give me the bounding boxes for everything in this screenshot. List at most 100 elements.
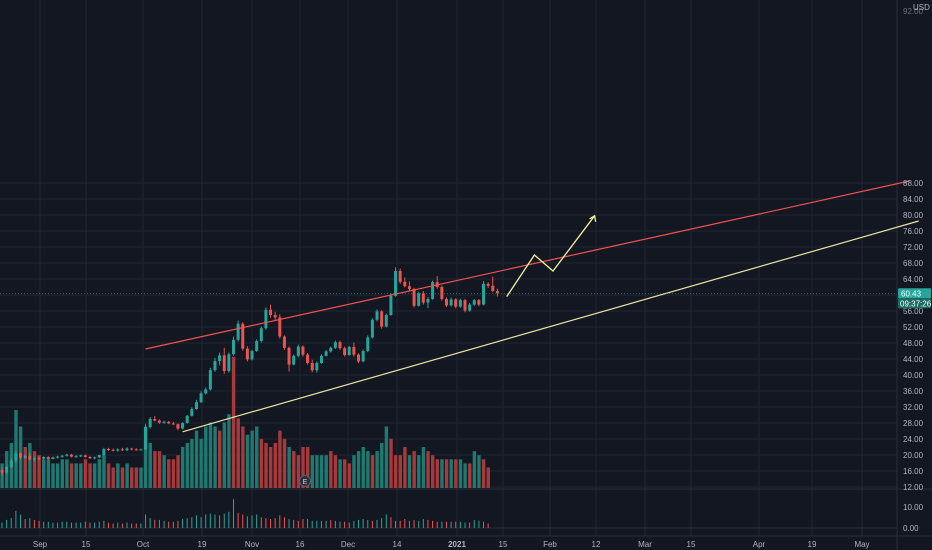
candle-body (273, 315, 277, 318)
volume-bar (412, 451, 416, 488)
price-tick-label: 32.00 (903, 403, 924, 412)
volume-bar (440, 459, 444, 488)
candle-body (88, 457, 92, 459)
price-tick-label: 88.00 (903, 179, 924, 188)
price-tick-label: 12.00 (903, 483, 924, 492)
candle-body (37, 458, 41, 460)
volume-bar (231, 356, 236, 488)
lower-trendline[interactable] (182, 220, 919, 433)
candle-body (296, 346, 300, 356)
volume-bar (55, 463, 60, 488)
volume-bar (356, 451, 361, 488)
candle-body (468, 304, 472, 311)
time-tick-label: 15 (687, 540, 696, 549)
volume-bar (347, 463, 352, 488)
volume-bar (190, 438, 194, 488)
candle-body (255, 341, 259, 351)
candle-body (97, 455, 101, 458)
volume-bar (273, 442, 277, 488)
time-tick-label: 15 (499, 540, 508, 549)
volume-bar (194, 430, 199, 488)
volume-bar (403, 447, 407, 488)
candle-body (65, 454, 69, 456)
time-tick-label: 12 (592, 540, 601, 549)
volume-bar (329, 451, 333, 488)
candle-body (370, 319, 374, 338)
volume-bar (245, 434, 250, 488)
candle-body (449, 299, 453, 306)
volume-tick-label: 10.00 (903, 503, 924, 512)
projection-path[interactable] (506, 215, 596, 297)
candle-body (301, 346, 305, 355)
price-tick-label: 56.00 (903, 307, 924, 316)
time-tick-label: 2021 (448, 540, 466, 549)
candle-body (176, 424, 180, 429)
volume-bar (46, 459, 51, 488)
candle-body (361, 351, 365, 362)
volume-bar (83, 459, 88, 488)
volume-bar (315, 455, 319, 488)
candle-body (347, 347, 351, 355)
candle-body (398, 271, 402, 282)
candle-body (32, 458, 36, 460)
volume-bar (310, 455, 315, 488)
volume-bar (236, 418, 240, 488)
volume-bar (32, 451, 37, 488)
candle-body (106, 449, 110, 450)
volume-bar (384, 426, 389, 488)
volume-bar (180, 447, 185, 488)
candle-body (403, 281, 407, 287)
volume-bar (324, 455, 328, 488)
volume-bar (398, 455, 402, 488)
candle-body (444, 299, 448, 306)
trend-drawings[interactable] (0, 180, 919, 433)
volume-bar (116, 463, 120, 488)
candle-body (232, 339, 235, 355)
candle-body (42, 457, 46, 459)
time-tick-label: 16 (296, 540, 305, 549)
volume-bar (139, 467, 143, 488)
volume-bar (255, 426, 259, 488)
candle-body (426, 299, 430, 303)
candle-body (264, 309, 268, 329)
candle-body (28, 455, 32, 460)
candle-body (458, 300, 462, 307)
candle-body (218, 355, 222, 361)
volume-bar (477, 455, 481, 488)
time-tick-label: Nov (245, 540, 259, 549)
volume-bar (472, 451, 477, 488)
volume-bar (120, 467, 125, 488)
candle-body (23, 455, 27, 458)
volume-bar (153, 451, 157, 488)
volume-bar (264, 442, 268, 488)
candle-body (144, 427, 148, 450)
candle-body (491, 285, 495, 291)
candle-body (185, 415, 189, 423)
price-tick-label: 20.00 (903, 451, 924, 460)
candle-body (431, 282, 435, 299)
candle-body (153, 419, 157, 421)
candle-body (9, 460, 13, 467)
volume-bar (23, 447, 27, 488)
earnings-marker-circle[interactable] (299, 475, 311, 487)
last-price-label: 60.43 (901, 289, 922, 298)
volume-bar (407, 455, 412, 488)
projection-arrowhead[interactable] (589, 214, 597, 222)
candle-body (181, 423, 185, 429)
candle-body (259, 328, 263, 341)
candle-body (463, 300, 467, 311)
time-tick-label: Dec (341, 540, 355, 549)
earnings-marker[interactable]: E (299, 475, 311, 487)
currency-label: USD (913, 3, 930, 12)
volume-bar (208, 422, 213, 488)
candle-body (130, 448, 134, 450)
candle-body (380, 311, 384, 327)
candle-body (366, 337, 370, 351)
volume-bar (143, 426, 148, 488)
volume-bar (185, 442, 189, 488)
volume-bar (449, 459, 453, 488)
candle-body (417, 293, 421, 306)
earnings-marker-label[interactable]: E (303, 479, 308, 486)
candle-body (245, 348, 249, 360)
